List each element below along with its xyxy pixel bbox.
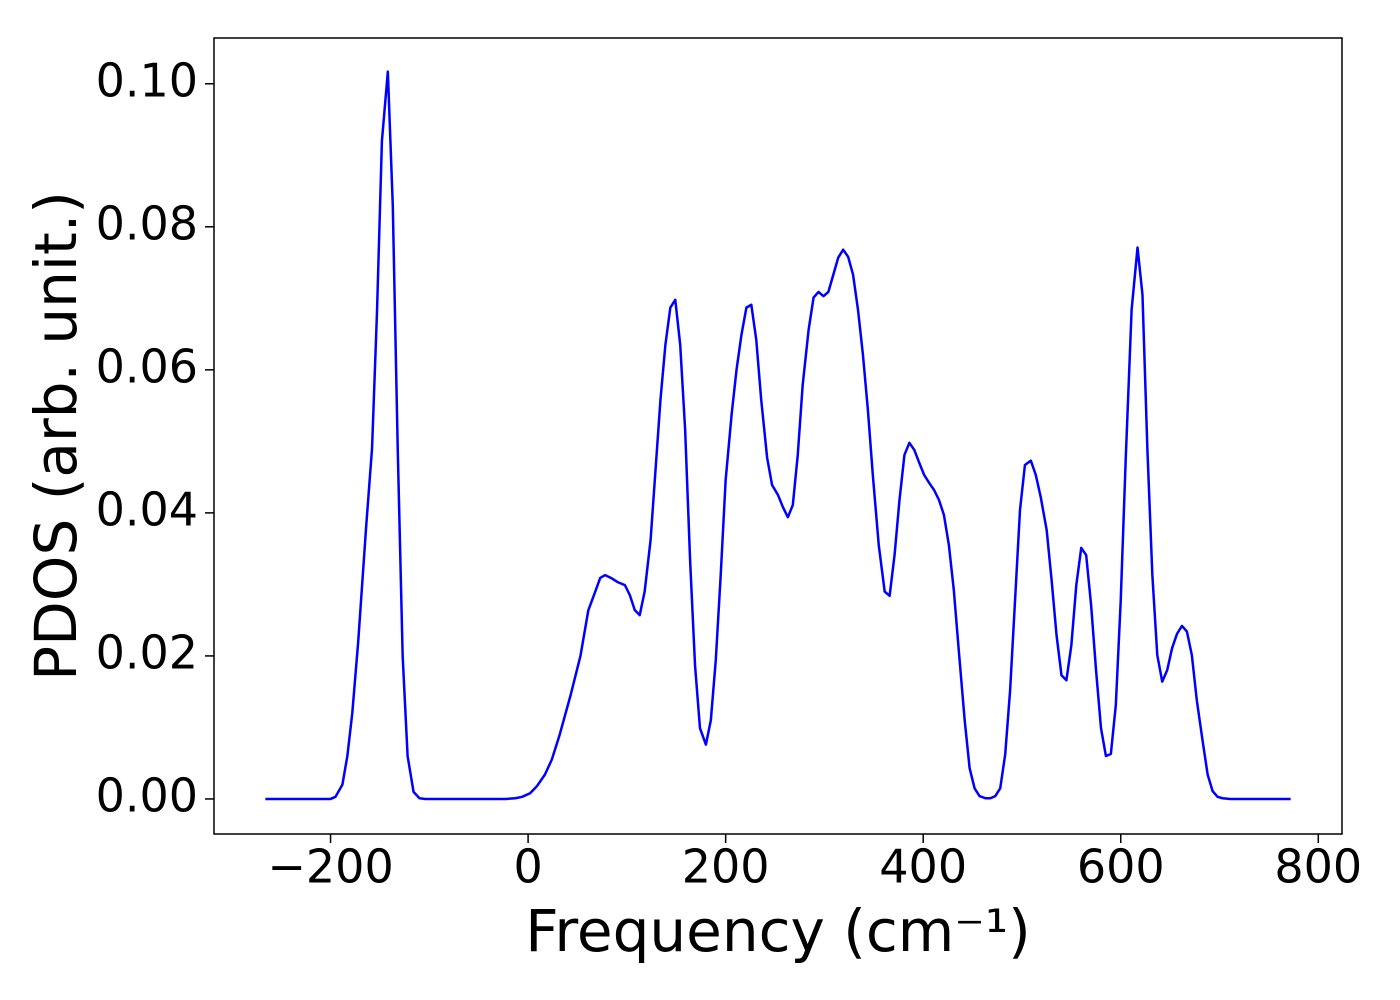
y-tick-label: 0.06: [96, 339, 198, 393]
y-tick-label: 0.08: [96, 196, 198, 250]
y-tick-label: 0.04: [96, 482, 198, 536]
x-tick-label: 200: [682, 840, 770, 894]
x-tick-label: 600: [1077, 840, 1165, 894]
y-axis-label: PDOS (arb. unit.): [22, 191, 90, 681]
x-tick-label: 400: [879, 840, 967, 894]
y-tick-label: 0.00: [96, 768, 198, 822]
x-tick-label: 0: [513, 840, 542, 894]
x-tick-label: −200: [267, 840, 393, 894]
data-line: [265, 70, 1291, 801]
y-tick-label: 0.02: [96, 625, 198, 679]
x-tick-label: 800: [1274, 840, 1362, 894]
y-tick-label: 0.10: [96, 53, 198, 107]
x-axis-label: Frequency (cm⁻¹): [525, 897, 1031, 965]
plot-frame: [213, 37, 1343, 835]
